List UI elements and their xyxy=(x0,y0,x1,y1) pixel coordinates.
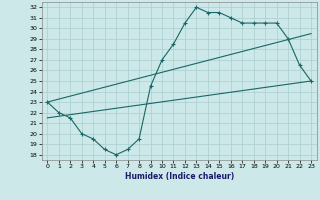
X-axis label: Humidex (Indice chaleur): Humidex (Indice chaleur) xyxy=(124,172,234,181)
